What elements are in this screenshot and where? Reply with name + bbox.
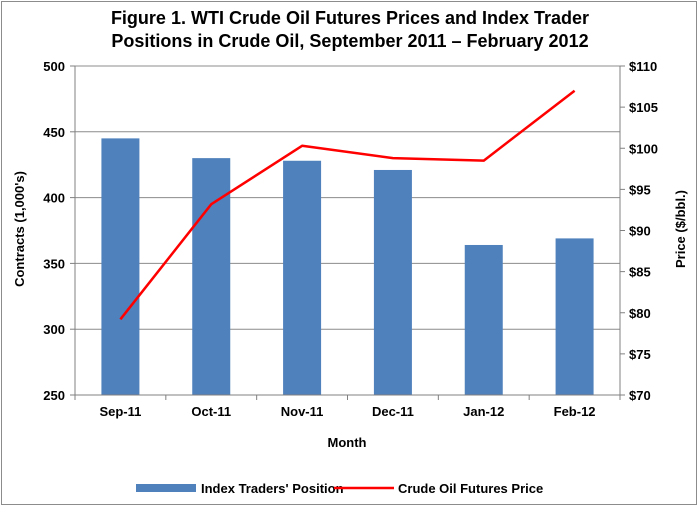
x-tick-label: Sep-11 [99,404,141,419]
line-series [119,89,576,321]
right-tick-label: $80 [629,306,651,321]
left-tick-label: 400 [43,191,65,206]
left-tick-label: 500 [43,59,65,74]
right-axis-ticks: $70 $75 $80 $85 $90 $95 $100 $105 $110 [620,59,658,403]
x-axis-ticks: Sep-11 Oct-11 Nov-11 Dec-11 Jan-12 Feb-12 [99,404,595,419]
x-tick-label: Nov-11 [281,404,324,419]
chart-title-line-2: Positions in Crude Oil, September 2011 –… [111,31,588,51]
chart-title: Figure 1. WTI Crude Oil Futures Prices a… [111,8,589,51]
chart-title-line-1: Figure 1. WTI Crude Oil Futures Prices a… [111,8,589,28]
gridlines [75,65,620,396]
left-tick-label: 300 [43,322,65,337]
x-tick-label: Feb-12 [554,404,596,419]
legend-label-line: Crude Oil Futures Price [398,481,543,496]
bar-series [101,138,594,395]
left-tick-label: 250 [43,388,65,403]
left-axis-title: Contracts (1,000's) [12,171,27,287]
bar [555,238,594,395]
right-tick-label: $70 [629,388,651,403]
left-tick-label: 350 [43,256,65,271]
bar [101,138,140,395]
right-tick-label: $95 [629,182,651,197]
bar [373,169,412,395]
x-tick-label: Jan-12 [463,404,504,419]
legend-label-bar: Index Traders' Position [201,481,344,496]
x-tick-label: Dec-11 [372,404,414,419]
left-tick-label: 450 [43,125,65,140]
left-axis-ticks: 250 300 350 400 450 500 [43,59,75,403]
axes [74,66,621,400]
bar [464,244,503,395]
bar [192,158,231,395]
right-tick-label: $75 [629,347,651,362]
right-tick-label: $90 [629,224,651,239]
right-axis-title: Price ($/bbl.) [673,190,688,268]
right-tick-label: $110 [629,59,657,74]
legend: Index Traders' Position Crude Oil Future… [136,481,543,496]
bar [283,160,322,395]
legend-swatch-bar [136,484,196,492]
right-tick-label: $85 [629,265,651,280]
right-tick-label: $100 [629,141,658,156]
x-axis-title: Month [328,435,367,450]
x-tick-label: Oct-11 [191,404,231,419]
right-tick-label: $105 [629,100,658,115]
price-line [119,89,576,321]
